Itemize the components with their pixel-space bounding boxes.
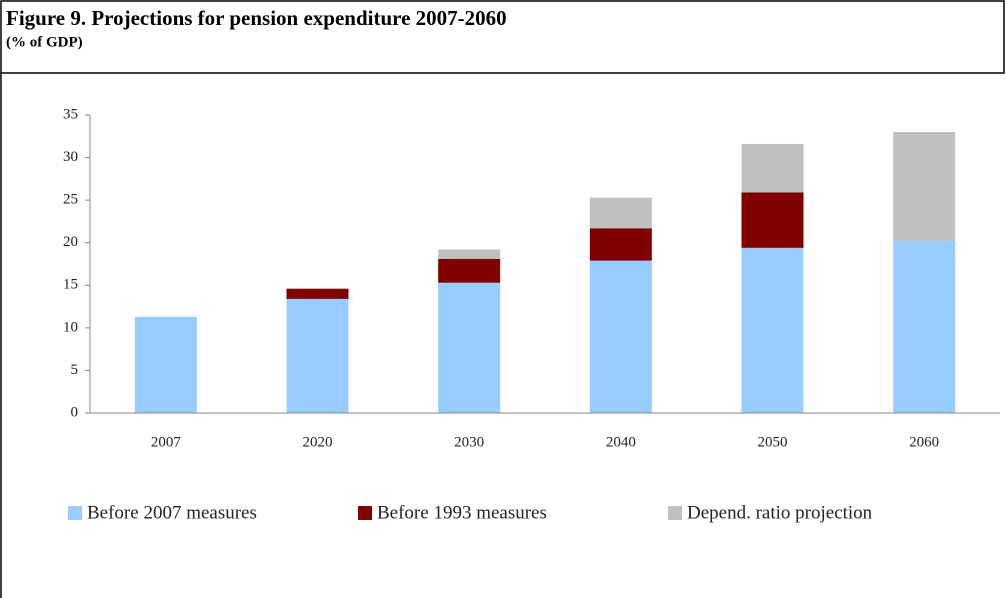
- y-tick-label: 0: [71, 404, 79, 420]
- bar-segment: [741, 247, 804, 413]
- chart-title: Figure 9. Projections for pension expend…: [6, 6, 507, 30]
- y-tick-label: 25: [63, 192, 78, 208]
- x-tick-label: 2040: [606, 434, 636, 450]
- y-tick-label: 5: [71, 362, 79, 378]
- bar-segment: [893, 132, 956, 242]
- legend-swatch: [68, 506, 82, 520]
- y-tick-label: 15: [63, 277, 78, 293]
- legend-label: Depend. ratio projection: [687, 502, 873, 523]
- bar-segment: [589, 260, 652, 413]
- bar-segment: [438, 258, 501, 283]
- x-tick-label: 2060: [909, 434, 939, 450]
- bar-segment: [741, 192, 804, 248]
- legend-label: Before 2007 measures: [87, 502, 257, 523]
- y-tick-label: 20: [63, 234, 78, 250]
- bar-segment: [438, 249, 501, 259]
- x-tick-label: 2030: [454, 434, 484, 450]
- bar-segment: [286, 288, 349, 299]
- bar-segment: [438, 282, 501, 413]
- y-tick-label: 10: [63, 319, 78, 335]
- bar-segment: [893, 241, 956, 413]
- bar-segment: [589, 197, 652, 229]
- y-tick-label: 35: [63, 106, 78, 122]
- bar-segment: [741, 143, 804, 193]
- chart-subtitle: (% of GDP): [6, 34, 83, 50]
- bar-segment: [286, 298, 349, 413]
- legend-swatch: [668, 506, 682, 520]
- x-tick-label: 2020: [303, 434, 333, 450]
- y-tick-label: 30: [63, 149, 78, 165]
- x-tick-label: 2050: [758, 434, 788, 450]
- bar-segment: [134, 316, 197, 413]
- header-box: [0, 0, 1005, 74]
- legend-swatch: [358, 506, 372, 520]
- legend-label: Before 1993 measures: [377, 502, 547, 523]
- bar-segment: [589, 228, 652, 261]
- x-tick-label: 2007: [151, 434, 182, 450]
